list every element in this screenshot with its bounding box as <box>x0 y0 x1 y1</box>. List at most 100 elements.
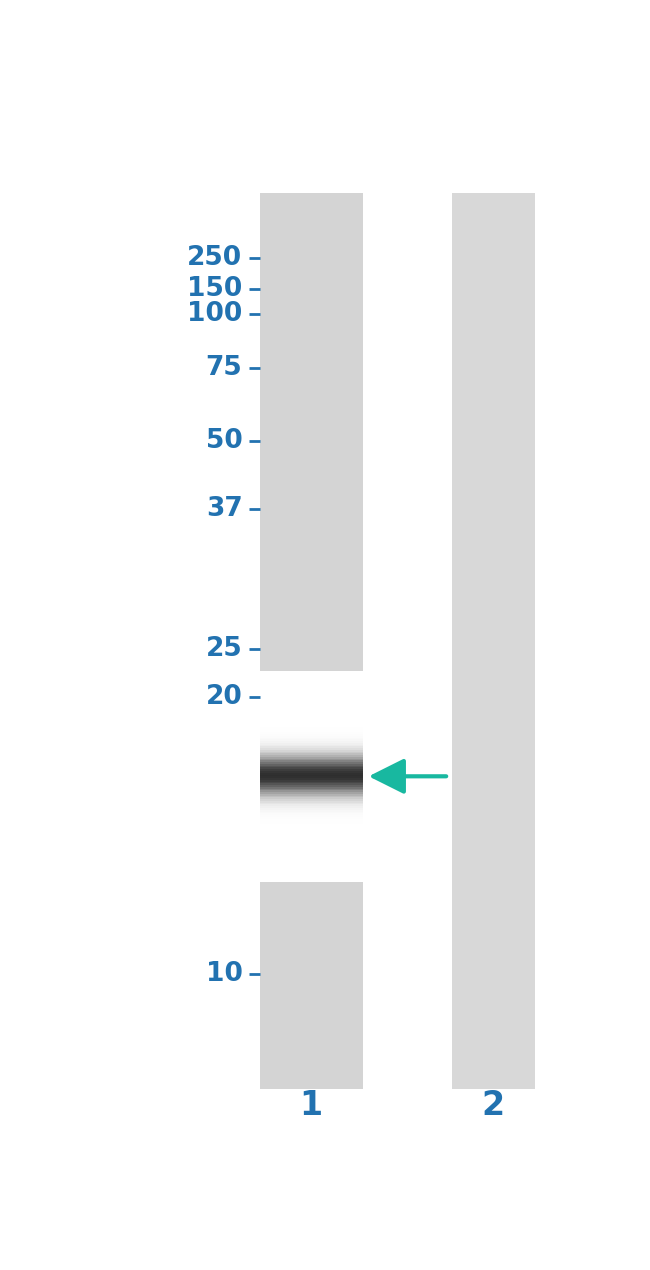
Bar <box>260 866 363 867</box>
Bar <box>260 712 363 715</box>
Bar <box>260 729 363 730</box>
Bar <box>260 779 363 780</box>
Text: 37: 37 <box>205 497 242 522</box>
Bar <box>260 697 363 698</box>
Bar <box>260 719 363 720</box>
Bar <box>260 725 363 726</box>
Bar <box>260 704 363 706</box>
Bar <box>260 716 363 719</box>
Bar <box>260 872 363 875</box>
Bar <box>260 798 363 799</box>
Bar <box>260 847 363 848</box>
Bar <box>260 193 363 1090</box>
Text: 250: 250 <box>187 245 242 271</box>
Bar <box>260 876 363 879</box>
Bar <box>260 690 363 692</box>
Bar <box>260 749 363 752</box>
Bar <box>260 813 363 815</box>
Text: 100: 100 <box>187 301 242 326</box>
Bar <box>260 812 363 813</box>
Bar <box>260 810 363 812</box>
Bar <box>260 770 363 771</box>
Bar <box>260 817 363 819</box>
Bar <box>260 804 363 806</box>
Bar <box>260 861 363 862</box>
Bar <box>260 678 363 679</box>
Bar <box>260 692 363 693</box>
Bar <box>260 833 363 834</box>
Bar <box>260 696 363 697</box>
Bar <box>260 792 363 794</box>
Bar <box>260 710 363 711</box>
Bar <box>260 733 363 734</box>
Bar <box>260 856 363 857</box>
Bar <box>260 711 363 712</box>
Bar <box>260 730 363 733</box>
Bar <box>260 838 363 839</box>
Bar <box>260 859 363 861</box>
Bar <box>260 715 363 716</box>
Bar <box>260 826 363 827</box>
Bar <box>260 820 363 822</box>
Bar <box>260 701 363 702</box>
Bar <box>260 780 363 781</box>
Bar <box>260 776 363 779</box>
Bar <box>260 799 363 801</box>
Bar <box>260 815 363 817</box>
Bar <box>260 852 363 853</box>
Bar <box>260 848 363 850</box>
Bar <box>260 785 363 787</box>
Bar <box>260 758 363 761</box>
Bar <box>260 734 363 735</box>
Bar <box>260 827 363 829</box>
Bar <box>260 781 363 784</box>
Bar <box>260 724 363 725</box>
Bar <box>260 735 363 738</box>
Bar <box>260 721 363 724</box>
Bar <box>260 796 363 798</box>
Bar <box>260 742 363 743</box>
Bar <box>260 870 363 871</box>
Bar <box>260 834 363 836</box>
Bar <box>260 688 363 690</box>
Bar <box>260 787 363 789</box>
Text: 1: 1 <box>299 1090 322 1123</box>
Bar <box>260 824 363 826</box>
Bar <box>260 752 363 753</box>
Bar <box>260 726 363 729</box>
Bar <box>260 843 363 845</box>
Bar <box>260 698 363 701</box>
Bar <box>260 880 363 881</box>
Bar <box>260 679 363 681</box>
Bar <box>260 789 363 790</box>
Bar <box>260 819 363 820</box>
Bar <box>260 706 363 707</box>
Bar <box>260 748 363 749</box>
Bar <box>260 822 363 824</box>
Bar <box>260 739 363 742</box>
Bar <box>260 685 363 687</box>
Bar <box>260 862 363 865</box>
Bar <box>260 808 363 810</box>
Bar <box>260 738 363 739</box>
Text: 50: 50 <box>205 428 242 453</box>
Bar <box>260 771 363 772</box>
Bar <box>260 681 363 683</box>
Text: 2: 2 <box>482 1090 505 1123</box>
Bar <box>260 762 363 765</box>
Bar <box>260 766 363 767</box>
Bar <box>260 757 363 758</box>
Bar <box>260 756 363 757</box>
Text: 75: 75 <box>205 354 242 381</box>
Bar <box>260 693 363 696</box>
Text: 10: 10 <box>205 961 242 987</box>
Bar <box>260 829 363 831</box>
Bar <box>260 744 363 747</box>
Bar <box>260 674 363 676</box>
Bar <box>260 775 363 776</box>
Bar <box>260 803 363 804</box>
Bar <box>260 747 363 748</box>
Bar <box>260 790 363 792</box>
Bar <box>260 671 363 672</box>
Bar <box>260 806 363 808</box>
